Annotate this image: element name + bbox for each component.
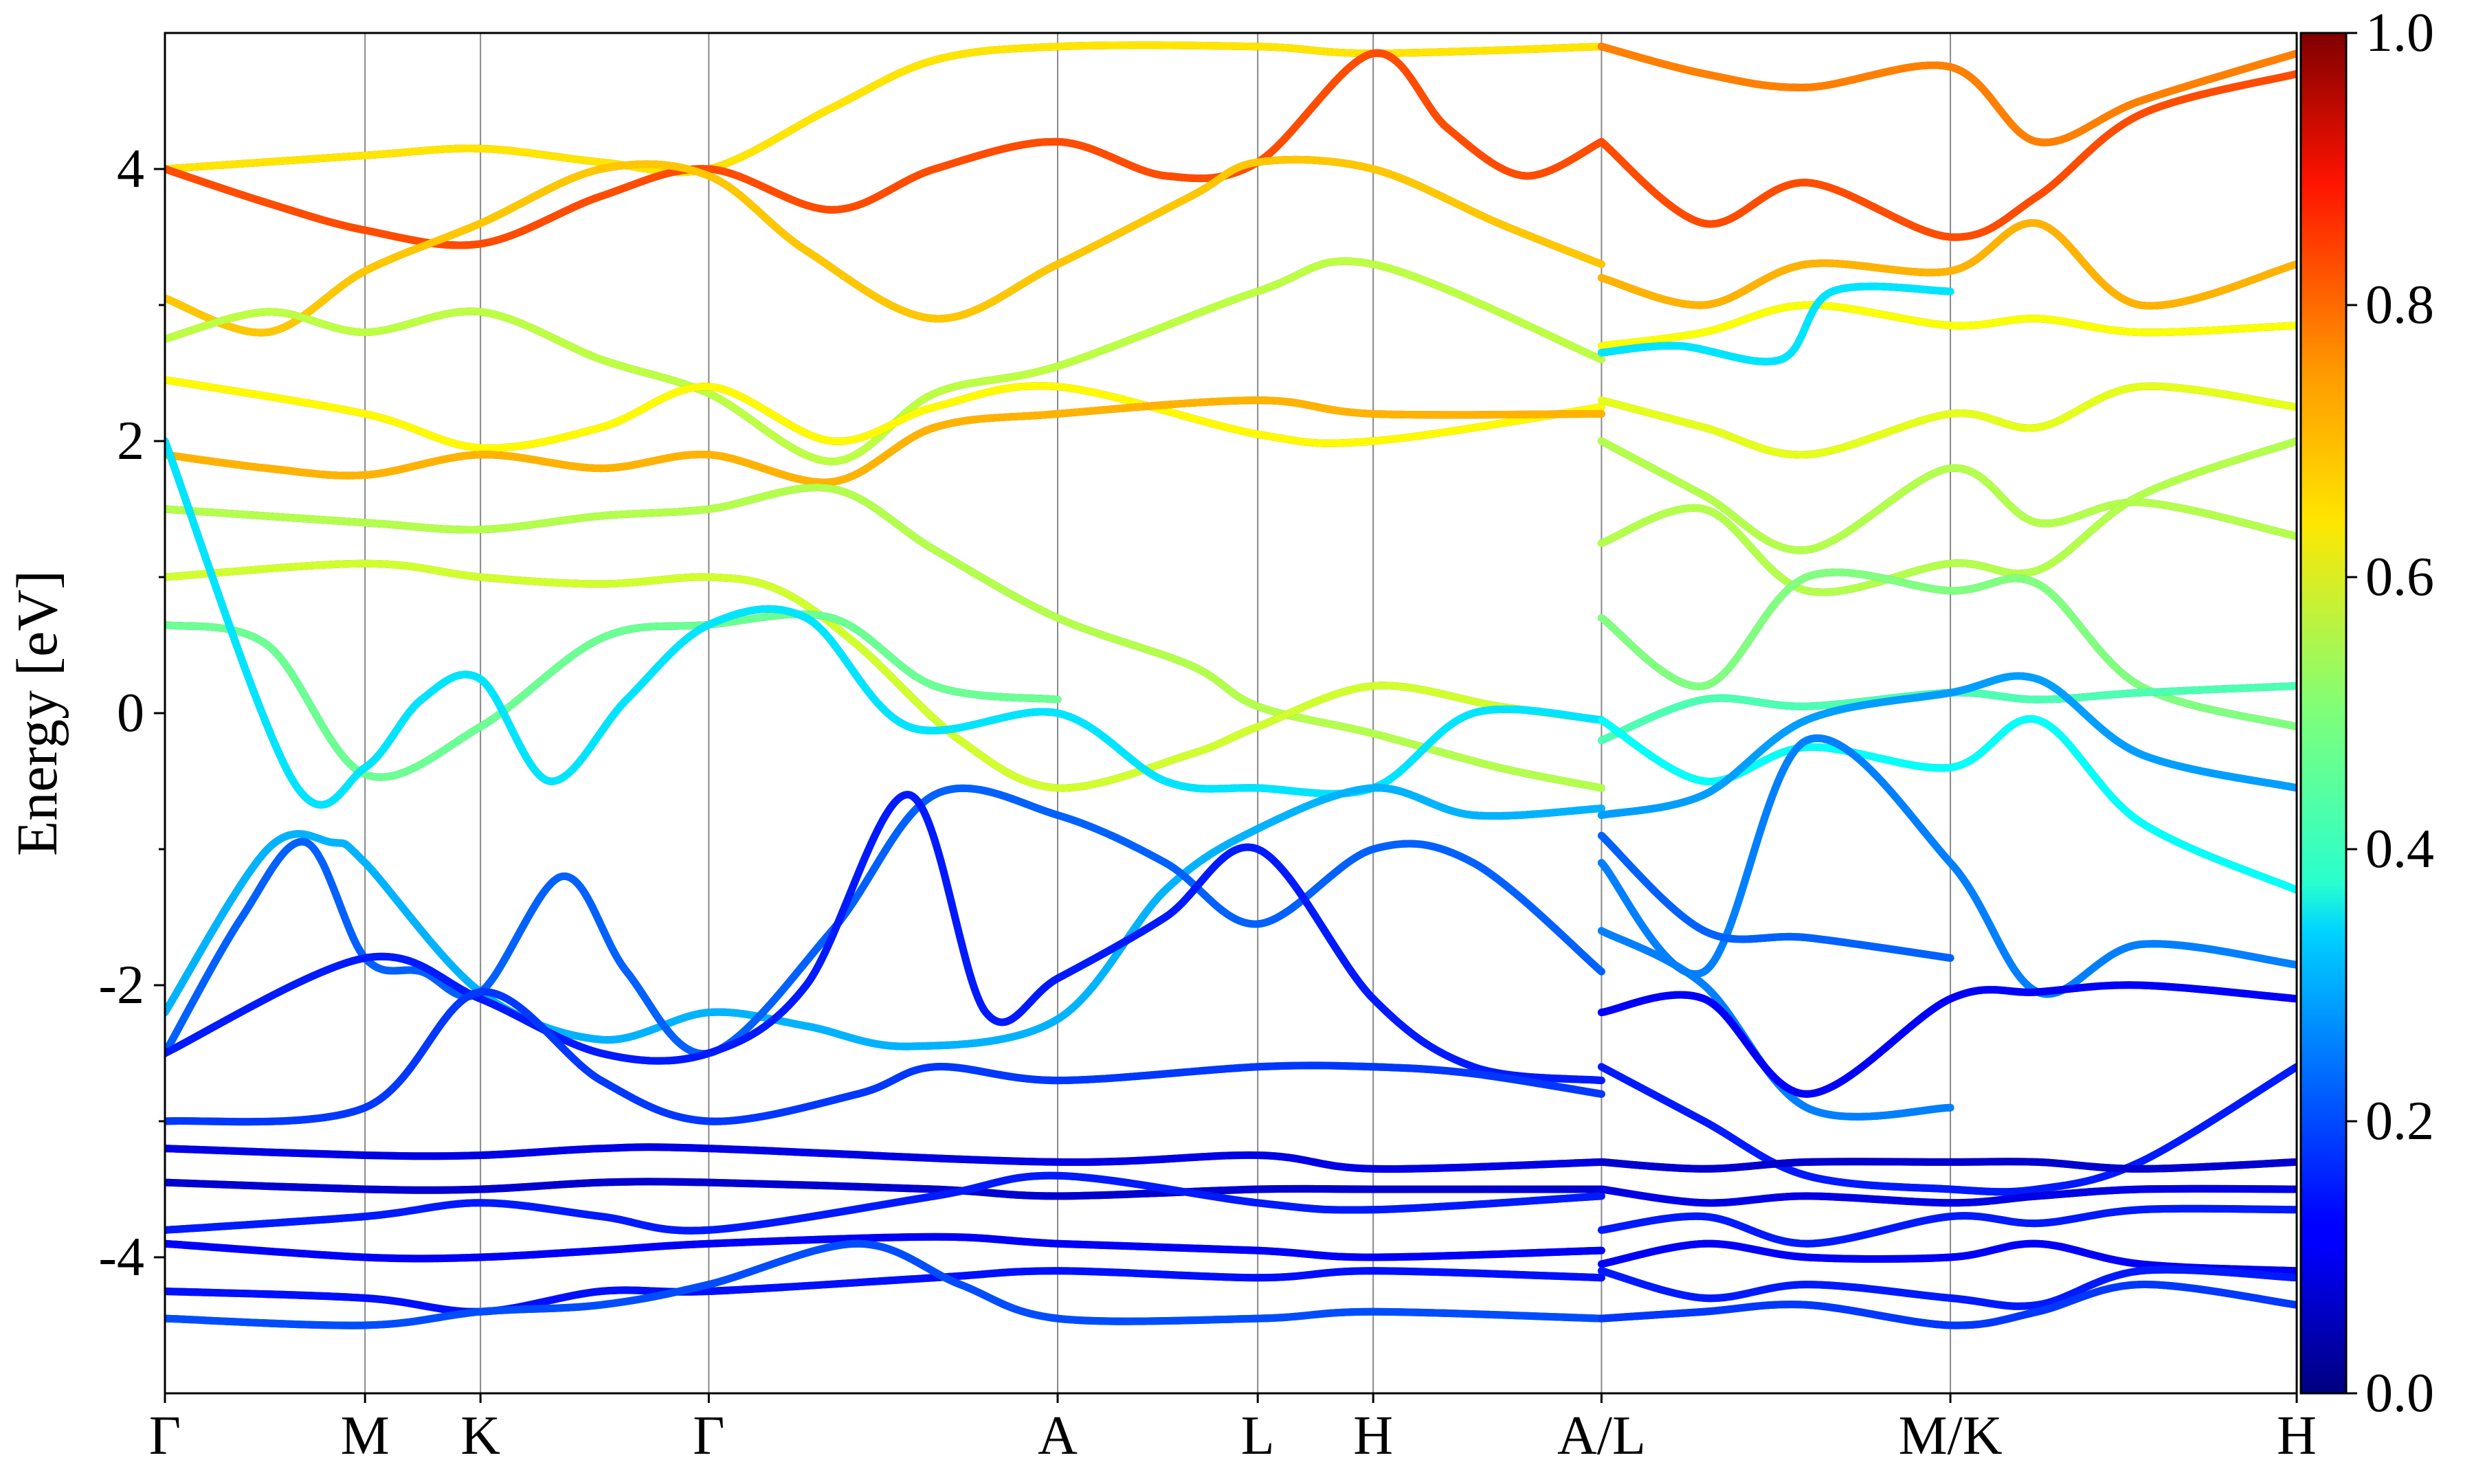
band-line-outline [165, 483, 1605, 792]
x-tick-label: A [1038, 1406, 1078, 1466]
band-line [1597, 382, 2297, 459]
x-tick-label: L [1241, 1406, 1275, 1466]
colorbar-tick-label: 0.6 [2365, 547, 2434, 607]
band-line-outline [1597, 382, 2297, 459]
x-tick-label: Γ [149, 1406, 181, 1466]
band-line [165, 1178, 1605, 1200]
y-tick-label: -2 [98, 955, 144, 1015]
colorbar-tick-label: 0.0 [2365, 1363, 2434, 1424]
band-line [1597, 1184, 2297, 1207]
band-line [1597, 734, 2297, 998]
band-line-outline [165, 791, 1605, 1085]
band-line [165, 784, 1605, 1050]
band-line [1597, 282, 1954, 366]
y-tick-label: -4 [98, 1227, 144, 1288]
band-line [1597, 69, 2297, 241]
band-line-outline [165, 155, 1605, 337]
band-lines [165, 41, 2297, 1329]
colorbar [2299, 32, 2348, 1395]
colorbar-tick-label: 0.8 [2365, 275, 2434, 335]
band-line [165, 1171, 1605, 1235]
band-line [1597, 831, 1954, 962]
y-axis-label: Energy [eV] [5, 570, 69, 856]
band-line [1597, 1063, 2297, 1196]
y-tick-label: 2 [117, 411, 144, 471]
band-line [1597, 1204, 2297, 1248]
band-line-outline [1597, 927, 1954, 1121]
band-line [1597, 1266, 2297, 1310]
band-line [165, 257, 1605, 466]
kpoint-divider-lines [364, 33, 1952, 1393]
band-line [165, 396, 1605, 486]
x-tick-label: A/L [1557, 1406, 1646, 1466]
x-tick-label: H [2277, 1406, 2317, 1466]
colorbar-ticks: 0.0 0.2 0.4 0.6 0.8 1.0 [2346, 3, 2434, 1424]
band-line-outline [165, 1267, 1605, 1316]
band-line [165, 376, 1605, 452]
x-axis-ticks: Γ M K Γ A L H A/L M/K H [149, 1393, 2317, 1466]
x-tick-label: K [460, 1406, 500, 1466]
band-line [1597, 927, 1954, 1121]
band-line [1597, 43, 2297, 146]
band-line [165, 437, 1605, 809]
band-line [1597, 568, 2297, 731]
colorbar-tick-label: 1.0 [2365, 3, 2434, 63]
band-line [165, 791, 1605, 1085]
band-line [165, 1267, 1605, 1316]
band-line [165, 483, 1605, 792]
colorbar-tick-label: 0.4 [2365, 819, 2434, 879]
band-line [165, 41, 1605, 177]
band-line-outline [165, 610, 1062, 781]
band-line [165, 49, 1605, 249]
x-tick-label: M/K [1898, 1406, 2002, 1466]
band-line [1597, 1281, 2297, 1329]
band-line [1597, 1158, 2297, 1173]
band-line [165, 1233, 1605, 1263]
band-line [165, 1239, 1605, 1329]
x-tick-label: M [341, 1406, 390, 1466]
band-line [1597, 437, 2297, 554]
band-line [1597, 981, 2297, 1098]
band-line-outline [1597, 437, 2297, 596]
band-line [1597, 301, 2297, 350]
band-line [165, 155, 1605, 337]
band-line [1597, 219, 2297, 310]
band-line [165, 1143, 1605, 1173]
band-line [165, 610, 1062, 781]
band-line [165, 988, 1605, 1126]
y-tick-label: 4 [117, 139, 144, 199]
band-line [1597, 1239, 2297, 1275]
band-line [1597, 437, 2297, 596]
band-line [1597, 715, 2297, 894]
band-line [165, 559, 1605, 792]
colorbar-tick-label: 0.2 [2365, 1091, 2434, 1151]
band-line [165, 784, 1605, 1058]
y-tick-label: 0 [117, 683, 144, 743]
y-axis-ticks: -4 -2 0 2 4 [98, 139, 165, 1288]
x-tick-label: Γ [693, 1406, 724, 1466]
x-tick-label: H [1353, 1406, 1393, 1466]
band-line [1597, 672, 2297, 819]
